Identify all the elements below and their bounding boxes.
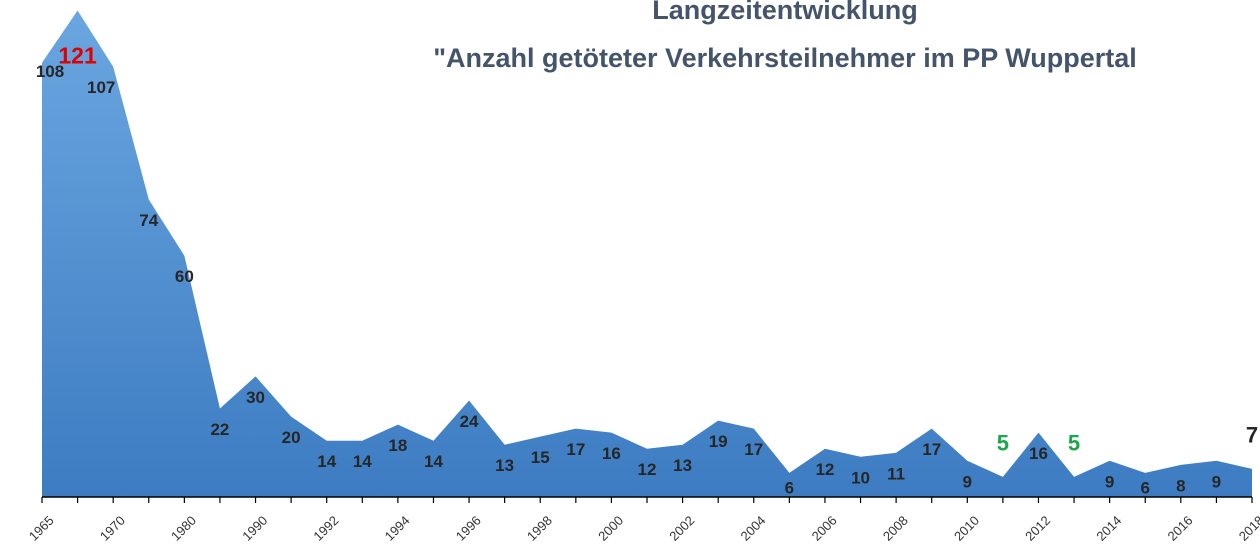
value-label: 13 [495, 456, 514, 475]
value-label: 17 [744, 440, 763, 459]
value-label: 60 [175, 267, 194, 286]
x-tick-label: 2000 [595, 513, 626, 544]
value-label: 9 [963, 472, 972, 491]
value-label: 17 [566, 440, 585, 459]
value-label: 121 [58, 43, 97, 69]
x-tick-label: 1992 [310, 513, 341, 544]
value-label: 5 [1068, 431, 1080, 456]
value-label: 14 [353, 452, 372, 471]
x-tick-label: 2008 [880, 513, 911, 544]
x-tick-label: 2006 [809, 513, 840, 544]
value-label: 13 [673, 456, 692, 475]
value-label: 16 [1029, 444, 1048, 463]
value-label: 8 [1176, 476, 1185, 495]
value-label: 20 [282, 428, 301, 447]
x-tick-label: 1990 [239, 513, 270, 544]
x-tick-label: 2014 [1093, 513, 1124, 544]
value-label: 16 [602, 444, 621, 463]
value-label: 6 [785, 478, 794, 497]
value-label: 15 [531, 448, 550, 467]
value-label: 6 [1141, 478, 1150, 497]
value-label: 24 [460, 412, 479, 431]
value-label: 12 [815, 460, 834, 479]
x-tick-label: 2004 [737, 513, 768, 544]
value-label: 19 [709, 432, 728, 451]
value-label: 18 [388, 436, 407, 455]
value-label: 107 [87, 78, 115, 97]
value-label: 9 [1105, 472, 1114, 491]
value-label: 30 [246, 388, 265, 407]
x-tick-label: 2002 [666, 513, 697, 544]
value-label: 11 [887, 464, 905, 483]
value-label: 14 [424, 452, 443, 471]
value-label: 74 [139, 211, 158, 230]
value-label: 108 [36, 62, 64, 81]
value-label: 17 [922, 440, 941, 459]
x-tick-label: 1965 [26, 513, 57, 544]
value-label: 12 [638, 460, 657, 479]
x-tick-label: 1980 [168, 513, 199, 544]
x-tick-label: 2012 [1022, 513, 1053, 544]
x-tick-label: 2018 [1236, 513, 1260, 544]
x-tick-label: 2010 [951, 513, 982, 544]
x-tick-label: 1998 [524, 513, 555, 544]
value-label: 10 [851, 468, 870, 487]
value-label: 7 [1246, 423, 1258, 448]
x-tick-label: 1994 [382, 513, 413, 544]
x-tick-label: 1996 [453, 513, 484, 544]
value-label: 22 [210, 420, 229, 439]
value-label: 5 [997, 431, 1009, 456]
value-label: 9 [1212, 472, 1221, 491]
x-tick-label: 1970 [97, 513, 128, 544]
chart-title: Langzeitentwicklung [652, 0, 918, 25]
area [42, 10, 1252, 498]
value-label: 14 [317, 452, 336, 471]
x-tick-label: 2016 [1165, 513, 1196, 544]
chart-subtitle: "Anzahl getöteter Verkehrsteilnehmer im … [433, 43, 1137, 73]
